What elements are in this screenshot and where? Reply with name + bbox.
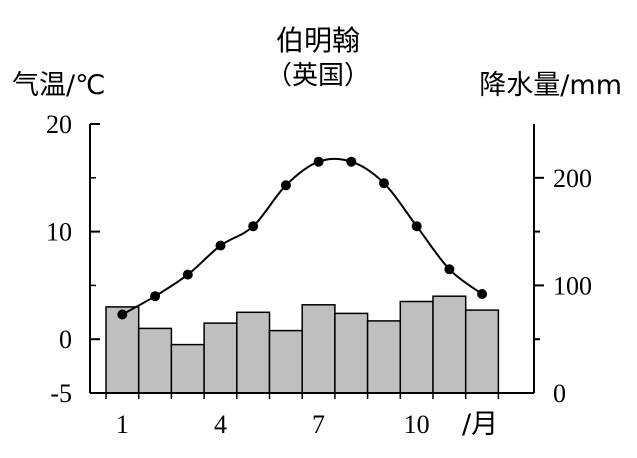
x-tick-label-10: 10: [404, 410, 430, 439]
left-tick-label-10: 10: [46, 218, 72, 247]
temp-point-month-1: [117, 309, 128, 320]
left-axis-title: 气温/℃: [12, 70, 105, 101]
chart-subtitle: （英国）: [266, 61, 370, 91]
temperature-line-layer: [117, 156, 488, 320]
temp-point-month-2: [150, 291, 161, 302]
precip-bar-month-10: [399, 300, 434, 394]
precip-bar-month-9: [366, 320, 402, 394]
precip-bar-month-7: [301, 304, 336, 394]
temp-point-month-6: [280, 180, 291, 191]
left-tick-label-20: 20: [46, 110, 72, 139]
temp-point-month-8: [346, 156, 357, 167]
temp-point-month-7: [313, 156, 324, 167]
temperature-line: [121, 157, 483, 316]
temp-point-month-10: [411, 221, 422, 232]
right-axis-title: 降水量/mm: [479, 70, 622, 101]
chart-title: 伯明翰: [276, 24, 360, 57]
chart-axes: [89, 123, 544, 399]
precipitation-bars: [105, 295, 500, 394]
precip-bar-month-1: [105, 306, 140, 394]
temp-point-month-4: [215, 240, 226, 251]
x-unit-label: /月: [462, 409, 498, 440]
x-tick-label-7: 7: [312, 410, 325, 439]
left-tick-label--5: -5: [50, 379, 72, 408]
x-tick-label-1: 1: [116, 410, 129, 439]
precip-bar-month-3: [170, 343, 205, 394]
precip-bar-month-12: [464, 309, 500, 394]
x-tick-label-4: 4: [214, 410, 227, 439]
temp-point-month-5: [248, 221, 259, 232]
precip-bar-month-5: [236, 311, 271, 394]
temp-point-month-12: [477, 289, 488, 299]
precip-bar-month-11: [432, 295, 467, 394]
right-tick-label-0: 0: [553, 379, 566, 408]
precip-bar-month-4: [203, 322, 238, 394]
precip-bar-month-2: [137, 327, 173, 394]
temp-point-month-9: [379, 178, 389, 189]
precip-bar-month-6: [268, 329, 303, 394]
right-tick-label-100: 100: [553, 271, 592, 300]
precip-bar-month-8: [334, 312, 369, 394]
temp-point-month-11: [444, 264, 455, 275]
right-tick-label-200: 200: [553, 164, 592, 193]
temp-point-month-3: [182, 269, 193, 280]
left-tick-label-0: 0: [59, 325, 72, 354]
